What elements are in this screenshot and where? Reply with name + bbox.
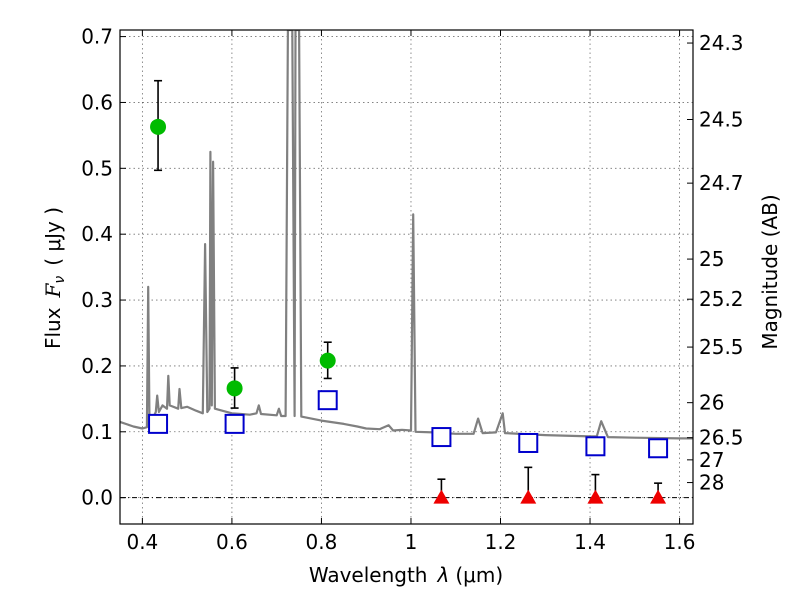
upper-limit-point (520, 489, 537, 504)
x-tick-label: 1 (405, 530, 418, 554)
model-band-square (648, 438, 669, 459)
y-tick-label: 0.7 (81, 25, 113, 49)
right-tick-label: 25.5 (699, 335, 744, 359)
upper-limit-markers (433, 489, 667, 504)
y-tick-label: 0.4 (81, 222, 113, 246)
x-tick-label: 1.6 (664, 530, 696, 554)
model-band-square (148, 413, 169, 434)
upper-limit-point (587, 489, 604, 504)
upper-limit-point (650, 489, 667, 504)
model-band-square (585, 436, 606, 457)
y-tick-label: 0.3 (81, 288, 113, 312)
right-tick-label: 24.3 (699, 31, 744, 55)
upper-limit-point (433, 489, 450, 504)
right-axis-label: Magnitude (AB) (758, 194, 782, 349)
y-tick-label: 0.0 (81, 486, 113, 510)
model-band-square (518, 432, 539, 453)
right-tick-label: 24.5 (699, 108, 744, 132)
model-spectrum-line (120, 30, 693, 440)
plot-area (120, 30, 693, 504)
plot-frame (119, 29, 694, 525)
grid-lines (120, 30, 693, 524)
x-tick-label: 0.8 (306, 530, 338, 554)
y-axis-ticks: 0.0 0.1 0.2 0.3 0.4 0.5 0.6 0.7 (81, 25, 126, 510)
detection-markers (150, 118, 336, 397)
x-tick-label: 0.4 (126, 530, 158, 554)
x-tick-label: 0.6 (216, 530, 248, 554)
x-axis-ticks: 0.4 0.6 0.8 1 1.2 1.4 1.6 (126, 30, 695, 554)
x-axis-label: Wavelength λ (μm) (309, 563, 503, 587)
y-tick-label: 0.6 (81, 90, 113, 114)
y-tick-label: 0.1 (81, 420, 113, 444)
detection-point (150, 118, 167, 135)
right-tick-label: 26.5 (699, 426, 744, 450)
right-tick-label: 25.2 (699, 287, 744, 311)
error-bars (154, 79, 663, 499)
y-tick-label: 0.5 (81, 156, 113, 180)
y-tick-label: 0.2 (81, 354, 113, 378)
detection-point (319, 352, 336, 369)
model-band-square (317, 390, 338, 411)
x-tick-label: 1.4 (574, 530, 606, 554)
right-tick-label: 26 (699, 391, 724, 415)
detection-point (226, 380, 243, 397)
right-tick-label: 24.7 (699, 171, 744, 195)
model-band-markers (148, 390, 669, 459)
right-tick-label: 27 (699, 448, 724, 472)
right-tick-label: 28 (699, 471, 724, 495)
x-tick-label: 1.2 (485, 530, 517, 554)
right-tick-label: 25 (699, 247, 724, 271)
model-band-square (431, 427, 452, 448)
y-axis-label: FluxFν( μJy ) (41, 207, 68, 349)
model-band-square (224, 413, 245, 434)
